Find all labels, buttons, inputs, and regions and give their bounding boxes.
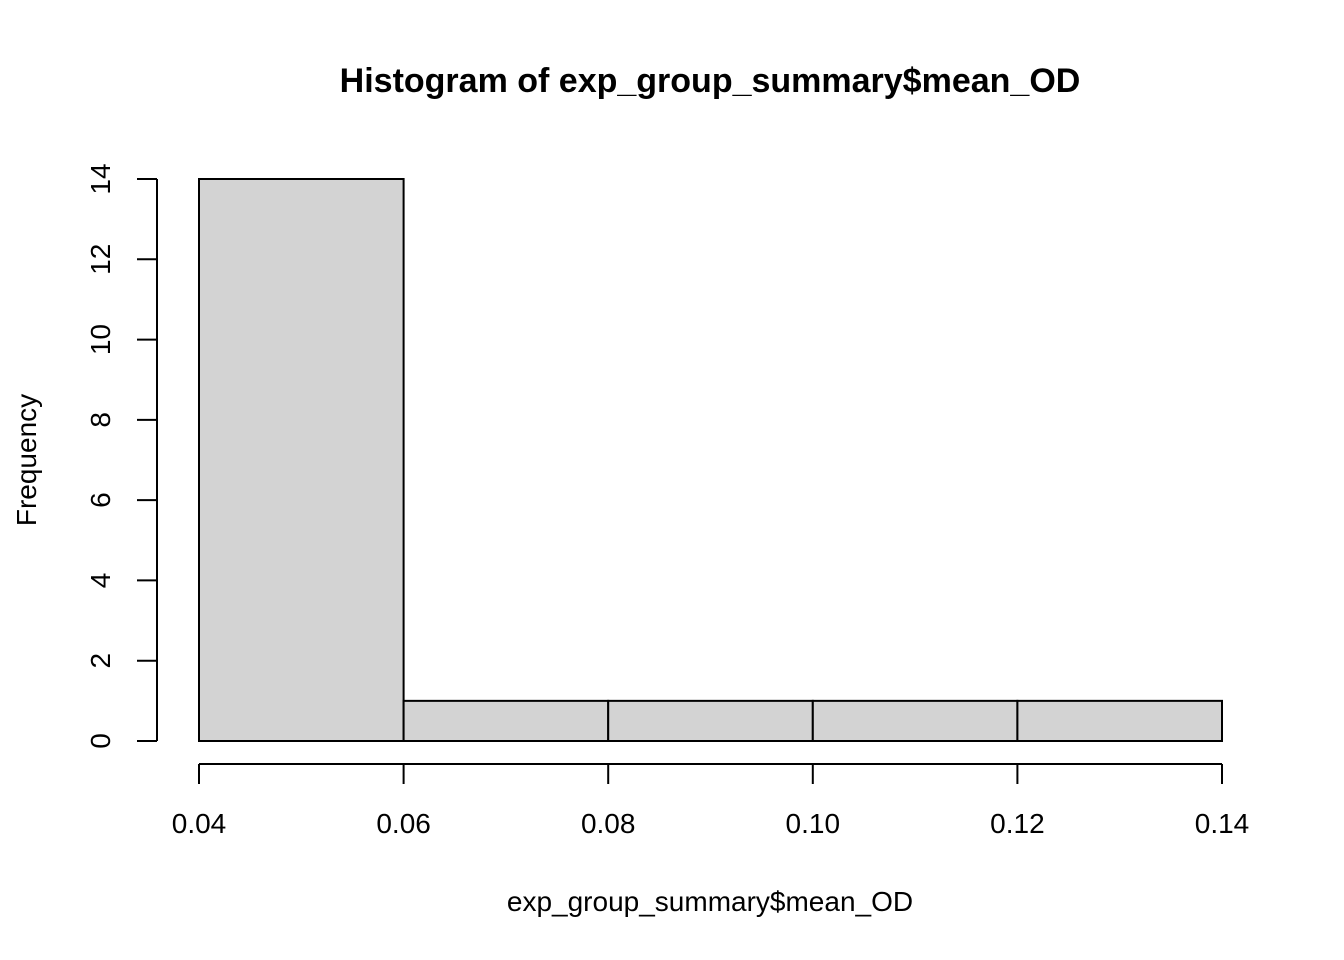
y-tick-label: 4 [85, 573, 116, 589]
y-tick-label: 0 [85, 733, 116, 749]
x-tick-label: 0.12 [990, 808, 1045, 839]
x-axis: 0.04 0.06 0.08 0.10 0.12 0.14 [172, 763, 1250, 839]
x-tick-label: 0.04 [172, 808, 227, 839]
x-axis-label: exp_group_summary$mean_OD [507, 886, 913, 917]
y-tick-label: 12 [85, 244, 116, 275]
y-tick-label: 14 [85, 163, 116, 194]
histogram-bar-2 [402, 699, 610, 742]
x-tick-label: 0.06 [376, 808, 431, 839]
x-tick-label: 0.08 [581, 808, 636, 839]
histogram-bar-3 [607, 699, 814, 742]
y-tick-label: 2 [85, 653, 116, 669]
y-tick-label: 6 [85, 492, 116, 508]
x-tick-label: 0.14 [1195, 808, 1250, 839]
bars-group [198, 178, 1224, 742]
histogram-bar-1 [198, 178, 405, 742]
histogram-bar-5 [1016, 699, 1224, 742]
x-tick-label: 0.10 [786, 808, 841, 839]
y-axis: 0 2 4 6 8 10 12 14 [85, 163, 158, 749]
y-tick-label: 8 [85, 412, 116, 428]
histogram-bar-4 [811, 699, 1019, 742]
chart-title: Histogram of exp_group_summary$mean_OD [340, 62, 1081, 100]
y-tick-label: 10 [85, 324, 116, 355]
y-axis-label: Frequency [11, 394, 42, 526]
